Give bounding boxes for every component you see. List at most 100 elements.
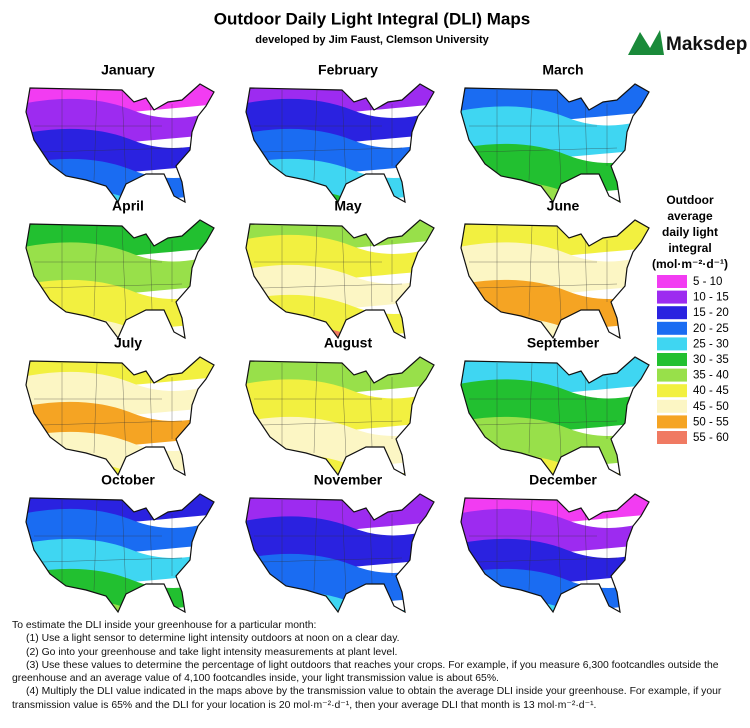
state-line <box>556 499 562 595</box>
dli-band <box>26 508 214 552</box>
title: Outdoor Daily Light Integral (DLI) Maps <box>214 9 530 28</box>
state-line <box>584 372 588 448</box>
legend-swatch <box>657 415 687 429</box>
map-title: March <box>542 62 583 78</box>
map-title: August <box>324 335 373 351</box>
map-title: January <box>101 62 155 78</box>
state-line <box>476 283 618 289</box>
legend-swatch <box>657 290 687 304</box>
legend-label: 20 - 25 <box>693 323 729 335</box>
state-line <box>313 499 318 591</box>
state-line <box>476 420 618 426</box>
outline <box>460 83 650 204</box>
state-line <box>93 89 98 181</box>
outline <box>25 493 215 614</box>
state-line <box>121 499 127 595</box>
dli-band <box>246 98 434 142</box>
legend-swatch <box>657 321 687 335</box>
state-line <box>149 99 153 175</box>
state-line <box>584 99 588 175</box>
state-line <box>121 225 127 321</box>
state-line <box>584 509 588 585</box>
map <box>25 493 215 614</box>
legend-title: Outdoor <box>666 193 714 207</box>
legend-swatch <box>657 368 687 382</box>
subtitle: developed by Jim Faust, Clemson Universi… <box>255 34 489 46</box>
step: (3) Use these values to determine the pe… <box>12 659 719 685</box>
legend-label: 10 - 15 <box>693 292 729 304</box>
state-line <box>369 235 373 311</box>
maps-figure: Outdoor Daily Light Integral (DLI) Maps … <box>25 9 747 614</box>
map-title: October <box>101 472 155 488</box>
dli-band <box>26 98 214 142</box>
outline <box>25 83 215 204</box>
outline <box>245 493 435 614</box>
state-line <box>528 225 533 317</box>
legend-title: (mol·m⁻²·d⁻¹) <box>652 257 728 271</box>
legend-title: integral <box>668 241 711 255</box>
state-line <box>149 235 153 311</box>
legend-label: 50 - 55 <box>693 416 729 428</box>
state-line <box>313 225 318 317</box>
state-line <box>261 147 403 153</box>
outline <box>460 493 650 614</box>
legend-label: 15 - 20 <box>693 307 729 319</box>
state-line <box>121 362 127 458</box>
notes-intro: To estimate the DLI inside your greenhou… <box>12 620 317 631</box>
legend: Outdoor average daily light integral (mol·m⁻… <box>652 193 729 444</box>
state-line <box>261 283 403 289</box>
state-line <box>41 557 183 563</box>
map-title: April <box>112 198 144 214</box>
map-title: November <box>314 472 383 488</box>
state-line <box>556 225 562 321</box>
state-line <box>261 420 403 426</box>
state-line <box>341 499 347 595</box>
state-line <box>556 89 562 185</box>
logo-icon <box>628 30 664 55</box>
legend-swatch <box>657 337 687 351</box>
outline <box>245 83 435 204</box>
dli-band <box>26 371 214 415</box>
legend-label: 5 - 10 <box>693 276 722 288</box>
notes: To estimate the DLI inside your greenhou… <box>12 619 742 712</box>
state-line <box>476 557 618 563</box>
legend-label: 35 - 40 <box>693 370 729 382</box>
outline <box>25 219 215 340</box>
logo: Maksdep <box>666 34 747 55</box>
legend-label: 45 - 50 <box>693 401 729 413</box>
map-title: June <box>547 198 580 214</box>
map-title: December <box>529 472 597 488</box>
state-line <box>313 89 318 181</box>
legend-swatch <box>657 431 687 444</box>
state-line <box>369 372 373 448</box>
legend-swatch <box>657 275 687 288</box>
map-fill <box>26 494 214 612</box>
dli-band <box>246 591 434 612</box>
outline <box>25 356 215 477</box>
state-line <box>528 89 533 181</box>
state-line <box>369 99 373 175</box>
dli-band <box>26 598 214 612</box>
legend-swatch <box>657 399 687 413</box>
state-line <box>528 362 533 454</box>
outline <box>245 219 435 340</box>
state-line <box>476 147 618 153</box>
state-line <box>93 225 98 317</box>
state-line <box>261 557 403 563</box>
legend-label: 25 - 30 <box>693 338 729 350</box>
legend-label: 30 - 35 <box>693 354 729 366</box>
map-fill <box>246 494 434 612</box>
dli-band <box>461 508 649 552</box>
state-line <box>369 509 373 585</box>
state-line <box>41 420 183 426</box>
state-line <box>41 283 183 289</box>
outline <box>460 356 650 477</box>
dli-band <box>461 598 649 612</box>
legend-title: average <box>667 209 713 223</box>
state-line <box>528 499 533 591</box>
legend-label: 40 - 45 <box>693 385 729 397</box>
state-line <box>341 362 347 458</box>
map <box>245 493 435 614</box>
legend-title: daily light <box>662 225 718 239</box>
